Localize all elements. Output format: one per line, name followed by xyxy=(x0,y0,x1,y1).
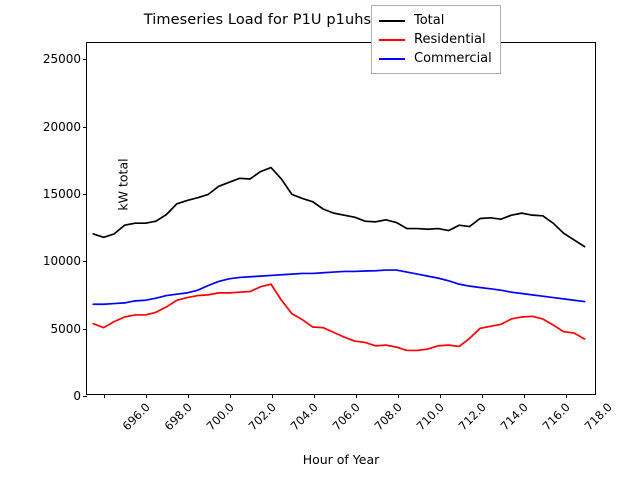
x-tick-label: 712.0 xyxy=(455,400,489,434)
chart-legend: Total Residential Commercial xyxy=(371,5,501,74)
y-axis-label: kW total xyxy=(115,158,131,211)
chart-title: Timeseries Load for P1U p1uhs14_1247 Day… xyxy=(143,12,497,28)
y-tick-mark xyxy=(83,193,87,195)
y-tick-mark xyxy=(83,328,87,330)
x-tick-label: 706.0 xyxy=(329,400,363,434)
series-line-residential xyxy=(93,284,584,350)
legend-entry: Commercial xyxy=(379,49,492,68)
x-tick-mark xyxy=(271,394,273,398)
series-line-total xyxy=(93,168,584,247)
x-tick-mark xyxy=(523,394,525,398)
x-tick-label: 714.0 xyxy=(497,400,531,434)
x-tick-mark xyxy=(397,394,399,398)
x-tick-mark xyxy=(481,394,483,398)
x-tick-mark xyxy=(565,394,567,398)
x-tick-label: 716.0 xyxy=(539,400,573,434)
series-line-commercial xyxy=(93,270,584,304)
x-tick-label: 702.0 xyxy=(245,400,279,434)
legend-entry: Residential xyxy=(379,30,492,49)
x-tick-label: 696.0 xyxy=(119,400,153,434)
plot-lines xyxy=(87,43,595,394)
y-tick-mark xyxy=(83,126,87,128)
y-tick-label: 10000 xyxy=(42,254,81,269)
legend-swatch-commercial xyxy=(379,57,405,60)
y-tick-mark xyxy=(83,59,87,61)
x-axis-label: Hour of Year xyxy=(302,452,380,467)
x-tick-label: 708.0 xyxy=(371,400,405,434)
legend-entry: Total xyxy=(379,11,492,30)
y-tick-label: 5000 xyxy=(50,321,81,336)
x-tick-label: 710.0 xyxy=(413,400,447,434)
x-tick-mark xyxy=(229,394,231,398)
y-tick-mark xyxy=(83,261,87,263)
y-tick-label: 0 xyxy=(73,389,81,403)
x-tick-mark xyxy=(103,394,105,398)
legend-label: Commercial xyxy=(414,51,492,66)
x-tick-mark xyxy=(439,394,441,398)
legend-swatch-residential xyxy=(379,38,405,41)
legend-label: Residential xyxy=(414,32,486,47)
y-tick-label: 15000 xyxy=(42,186,81,201)
x-tick-mark xyxy=(145,394,147,398)
x-tick-mark xyxy=(355,394,357,398)
y-tick-label: 20000 xyxy=(42,119,81,134)
plot-area: 0 5000 10000 15000 20000 25000 696.0 698.0 700.… xyxy=(43,42,614,433)
x-tick-label: 700.0 xyxy=(203,400,237,434)
x-tick-label: 698.0 xyxy=(161,400,195,434)
x-tick-label: 718.0 xyxy=(581,400,615,434)
y-tick-mark xyxy=(83,396,87,397)
legend-label: Total xyxy=(414,13,445,28)
x-tick-mark xyxy=(313,394,315,398)
x-tick-mark xyxy=(187,394,189,398)
y-tick-label: 25000 xyxy=(42,52,81,67)
legend-swatch-total xyxy=(379,19,405,22)
x-tick-label: 704.0 xyxy=(287,400,321,434)
